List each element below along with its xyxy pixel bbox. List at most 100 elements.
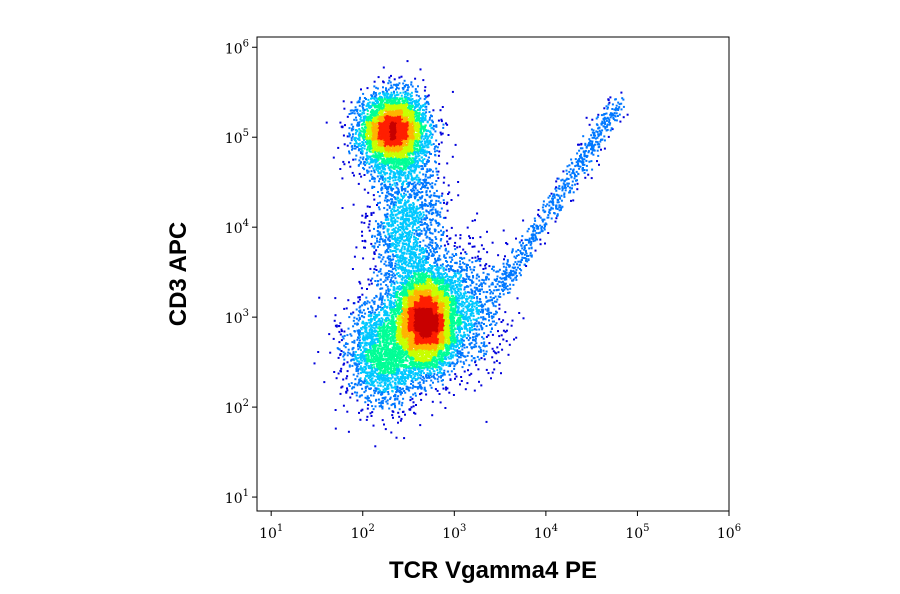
event-dot [371, 147, 374, 150]
event-dot [377, 137, 380, 140]
event-dot [421, 132, 424, 135]
event-dot [415, 157, 418, 160]
event-dot [422, 112, 424, 115]
event-dot [355, 119, 358, 122]
event-dot [419, 144, 422, 147]
event-dot [423, 129, 426, 132]
event-dot [421, 134, 424, 137]
event-dot [375, 125, 378, 127]
event-dot [388, 123, 390, 126]
event-dot [407, 86, 410, 89]
event-dot [376, 87, 379, 90]
event-dot [358, 148, 361, 151]
event-dot [381, 145, 384, 148]
event-dot [382, 103, 385, 106]
event-dot [366, 161, 369, 164]
event-dot [419, 97, 422, 100]
event-dot [418, 122, 421, 125]
event-dot [381, 152, 384, 155]
event-dot [360, 161, 362, 164]
event-dot [351, 111, 354, 114]
event-dot [364, 126, 367, 129]
event-dot [407, 151, 410, 154]
event-dot [376, 99, 379, 102]
event-dot [432, 121, 434, 124]
event-dot [359, 109, 362, 112]
event-dot [405, 95, 408, 98]
event-dot [361, 127, 364, 130]
event-dot [396, 137, 399, 140]
event-dot [397, 107, 400, 110]
event-dot [366, 151, 368, 154]
event-dot [376, 105, 379, 108]
event-dot [367, 140, 370, 143]
event-dot [426, 181, 429, 184]
event-dot [403, 96, 406, 98]
event-dot [350, 123, 353, 126]
event-dot [383, 94, 386, 97]
event-dot [368, 179, 371, 182]
event-dot [413, 144, 416, 147]
event-dot [343, 107, 346, 110]
event-dot [379, 126, 381, 129]
event-dot [417, 85, 419, 88]
event-dot [374, 156, 377, 159]
event-dot [392, 127, 395, 130]
event-dot [361, 152, 364, 155]
event-dot [387, 153, 390, 156]
event-dot [414, 106, 417, 109]
event-dot [424, 95, 427, 98]
event-dot [369, 105, 372, 108]
event-dot [388, 155, 391, 158]
event-dot [339, 168, 342, 170]
event-dot [442, 126, 445, 129]
event-dot [372, 119, 375, 122]
event-dot [419, 108, 421, 111]
event-dot [356, 123, 359, 126]
event-dot [361, 158, 364, 161]
event-dot [388, 107, 391, 110]
event-dot [374, 111, 377, 113]
event-dot [415, 136, 418, 139]
event-dot [395, 169, 398, 172]
event-dot [401, 162, 404, 165]
event-dot [430, 126, 433, 129]
event-dot [413, 166, 416, 169]
event-dot [366, 157, 369, 160]
event-dot [409, 98, 412, 101]
event-dot [409, 124, 411, 127]
event-dot [405, 111, 408, 114]
event-dot [371, 155, 374, 158]
event-dot [420, 125, 423, 128]
event-dot [385, 96, 388, 99]
event-dot [416, 137, 418, 140]
event-dot [380, 127, 383, 130]
event-dot [365, 121, 368, 124]
event-dot [416, 117, 418, 120]
event-dot [325, 121, 328, 124]
event-dot [394, 118, 397, 121]
event-dot [394, 94, 397, 97]
event-dot [410, 108, 413, 111]
event-dot [375, 144, 378, 147]
event-dot [380, 110, 383, 112]
event-dot [375, 149, 378, 152]
event-dot [404, 115, 407, 118]
event-dot [390, 91, 393, 94]
event-dot [371, 95, 373, 97]
event-dot [351, 147, 354, 150]
event-dot [419, 150, 421, 153]
event-dot [353, 145, 356, 147]
event-dot [385, 92, 388, 95]
event-dot [424, 124, 427, 127]
event-dot [351, 171, 354, 174]
event-dot [351, 135, 354, 138]
event-dot [393, 149, 396, 152]
event-dot [403, 107, 406, 110]
event-dot [426, 137, 429, 140]
event-dot [423, 386, 426, 389]
event-dot [411, 85, 414, 88]
event-dot [337, 146, 340, 149]
event-dot [405, 116, 408, 119]
event-dot [391, 86, 394, 89]
